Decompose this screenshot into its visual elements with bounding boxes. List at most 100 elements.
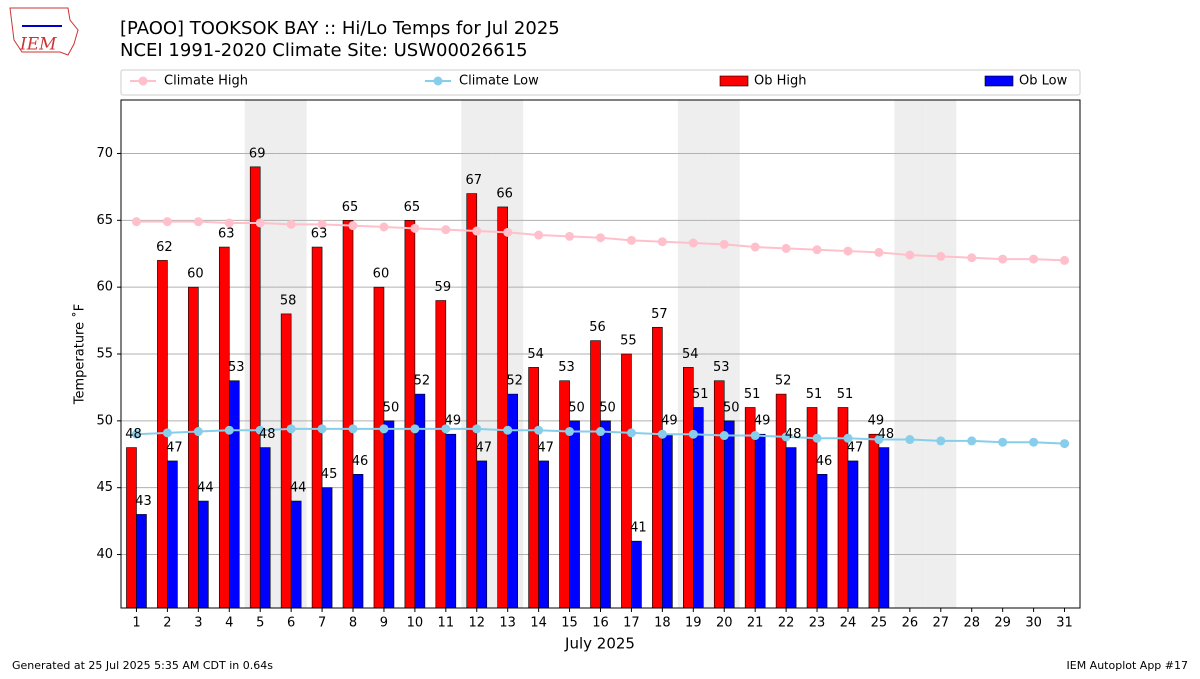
climate-point bbox=[255, 425, 265, 435]
climate-point bbox=[936, 436, 946, 446]
climate-point bbox=[750, 431, 760, 441]
data-label: 52 bbox=[775, 374, 792, 389]
bar bbox=[785, 447, 797, 609]
data-label: 48 bbox=[785, 427, 802, 442]
data-label: 51 bbox=[692, 387, 709, 402]
climate-point bbox=[534, 425, 544, 435]
data-label: 49 bbox=[868, 414, 885, 429]
legend-marker bbox=[138, 76, 148, 86]
data-label: 49 bbox=[661, 414, 678, 429]
bar bbox=[868, 433, 880, 609]
climate-point bbox=[1060, 439, 1070, 449]
climate-point bbox=[719, 431, 729, 441]
legend-label: Ob Low bbox=[1019, 74, 1068, 89]
climate-point bbox=[843, 246, 853, 256]
climate-point bbox=[998, 254, 1008, 264]
x-tick-label: 10 bbox=[407, 616, 424, 631]
climate-point bbox=[131, 429, 141, 439]
data-label: 52 bbox=[506, 374, 523, 389]
data-label: 52 bbox=[414, 374, 431, 389]
data-label: 45 bbox=[321, 467, 338, 482]
data-label: 49 bbox=[754, 414, 771, 429]
bar bbox=[198, 500, 209, 609]
footer-left: Generated at 25 Jul 2025 5:35 AM CDT in … bbox=[12, 659, 273, 672]
legend-box bbox=[120, 69, 1081, 96]
bar bbox=[321, 487, 333, 609]
climate-point bbox=[936, 251, 946, 261]
data-label: 53 bbox=[228, 360, 245, 375]
bar bbox=[280, 313, 292, 609]
data-label: 50 bbox=[723, 400, 740, 415]
legend-marker bbox=[433, 76, 443, 86]
x-tick-label: 9 bbox=[380, 616, 388, 631]
footer-right: IEM Autoplot App #17 bbox=[1067, 659, 1189, 672]
x-tick-label: 23 bbox=[809, 616, 826, 631]
climate-point bbox=[596, 233, 605, 243]
y-tick-label: 65 bbox=[96, 213, 113, 228]
climate-point bbox=[193, 427, 203, 437]
bar bbox=[188, 286, 199, 609]
data-label: 44 bbox=[290, 481, 307, 496]
data-label: 44 bbox=[197, 481, 214, 496]
logo: IEM bbox=[9, 7, 79, 56]
climate-point bbox=[410, 223, 420, 233]
data-label: 58 bbox=[280, 293, 297, 308]
bar bbox=[652, 326, 663, 609]
data-label: 48 bbox=[878, 427, 895, 442]
data-label: 56 bbox=[589, 320, 606, 335]
chart-subtitle: NCEI 1991-2020 Climate Site: USW00026615 bbox=[120, 40, 528, 61]
logo-text: IEM bbox=[19, 35, 57, 55]
legend-swatch bbox=[719, 75, 749, 87]
bar bbox=[816, 474, 828, 609]
data-label: 62 bbox=[156, 240, 173, 255]
x-tick-label: 5 bbox=[256, 616, 264, 631]
climate-point bbox=[348, 424, 358, 434]
data-label: 50 bbox=[383, 400, 400, 415]
data-label: 53 bbox=[713, 360, 730, 375]
x-tick-label: 28 bbox=[963, 616, 980, 631]
bar bbox=[466, 193, 478, 609]
data-label: 51 bbox=[837, 387, 854, 402]
climate-point bbox=[688, 238, 698, 248]
climate-point bbox=[657, 429, 667, 439]
bar bbox=[290, 500, 302, 609]
climate-point bbox=[317, 424, 327, 434]
data-label: 47 bbox=[847, 440, 864, 455]
climate-point bbox=[286, 219, 296, 229]
x-tick-label: 17 bbox=[623, 616, 640, 631]
x-tick-label: 1 bbox=[132, 616, 140, 631]
x-tick-label: 8 bbox=[349, 616, 357, 631]
bar bbox=[878, 447, 890, 609]
climate-point bbox=[286, 424, 296, 434]
data-label: 48 bbox=[259, 427, 276, 442]
logo-outline bbox=[9, 7, 79, 56]
climate-point bbox=[626, 235, 636, 245]
bar bbox=[404, 220, 416, 609]
x-tick-label: 16 bbox=[592, 616, 609, 631]
x-tick-label: 24 bbox=[840, 616, 857, 631]
data-label: 60 bbox=[187, 267, 204, 282]
bar bbox=[167, 460, 178, 609]
data-label: 51 bbox=[744, 387, 761, 402]
climate-point bbox=[1060, 255, 1070, 265]
data-label: 55 bbox=[620, 334, 637, 349]
plot-frame bbox=[120, 99, 1081, 609]
climate-point bbox=[503, 425, 513, 435]
data-label: 54 bbox=[682, 347, 699, 362]
x-tick-label: 4 bbox=[225, 616, 233, 631]
climate-point bbox=[1029, 437, 1039, 447]
x-tick-label: 3 bbox=[194, 616, 202, 631]
data-label: 46 bbox=[816, 454, 833, 469]
legend-label: Ob High bbox=[754, 74, 807, 89]
x-tick-label: 31 bbox=[1056, 616, 1073, 631]
y-tick-label: 45 bbox=[96, 480, 113, 495]
climate-point bbox=[626, 428, 636, 438]
x-axis-label: July 2025 bbox=[564, 635, 635, 653]
x-tick-label: 6 bbox=[287, 616, 295, 631]
data-label: 65 bbox=[342, 200, 359, 215]
climate-point bbox=[534, 230, 544, 240]
x-tick-label: 30 bbox=[1025, 616, 1042, 631]
climate-point bbox=[967, 436, 977, 446]
climate-point bbox=[441, 424, 451, 434]
